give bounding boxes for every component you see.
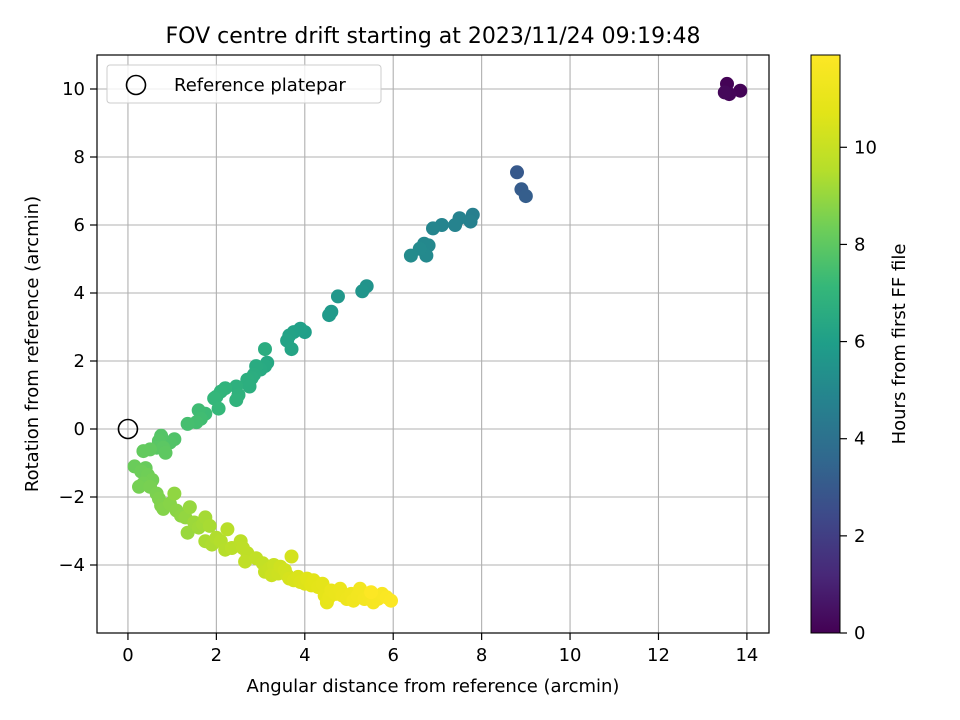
data-point — [448, 218, 463, 232]
data-point — [284, 342, 299, 357]
data-point — [322, 308, 337, 323]
legend-label: Reference platepar — [174, 75, 346, 96]
data-point — [229, 393, 244, 408]
x-tick-label: 10 — [559, 645, 582, 666]
legend-box — [106, 64, 382, 104]
x-tick-label: 6 — [387, 645, 398, 666]
colorbar-tick-label: 4 — [854, 429, 865, 450]
data-point — [330, 289, 345, 304]
chart-title: FOV centre drift starting at 2023/11/24 … — [166, 24, 701, 49]
y-tick-label: 2 — [74, 351, 85, 372]
data-point — [403, 248, 418, 263]
y-tick-label: 4 — [74, 283, 85, 304]
data-point — [733, 83, 748, 98]
legend-marker — [125, 74, 147, 96]
colorbar-label: Hours from first FF file — [889, 244, 910, 445]
axis-ticks: 0 2 4 6 8 10 12 14 −4 −2 0 2 4 6 8 10 — [58, 79, 758, 666]
data-point — [211, 401, 226, 416]
plot-frame — [96, 54, 770, 634]
data-point — [220, 522, 235, 537]
colorbar-tick-label: 6 — [854, 332, 865, 353]
y-axis-label: Rotation from reference (arcmin) — [22, 196, 43, 492]
colorbar-ticks: 0 2 4 6 8 10 — [840, 137, 877, 644]
x-tick-label: 12 — [647, 645, 670, 666]
data-point — [518, 189, 533, 204]
data-point — [136, 444, 151, 459]
data-point — [463, 214, 478, 229]
data-point — [202, 518, 217, 533]
data-point — [132, 479, 146, 494]
x-axis-label: Angular distance from reference (arcmin) — [247, 676, 620, 697]
legend: Reference platepar — [106, 64, 382, 104]
y-tick-label: 8 — [74, 147, 85, 168]
data-point — [426, 221, 440, 236]
data-point — [180, 416, 195, 431]
colorbar-tick-label: 2 — [854, 526, 865, 547]
x-tick-label: 4 — [299, 645, 310, 666]
data-point — [258, 342, 272, 357]
data-point — [284, 549, 299, 564]
data-point — [242, 379, 257, 394]
y-tick-label: 6 — [74, 215, 85, 236]
data-point — [364, 585, 379, 600]
x-tick-label: 8 — [476, 645, 487, 666]
colorbar-tick-label: 8 — [854, 234, 865, 255]
y-tick-label: 10 — [62, 79, 85, 100]
x-tick-label: 0 — [122, 645, 133, 666]
data-point — [384, 593, 398, 608]
y-tick-label: 0 — [74, 419, 85, 440]
data-point — [180, 525, 195, 540]
data-point — [238, 554, 253, 569]
data-points — [127, 76, 748, 610]
data-point — [355, 284, 370, 299]
plot-area — [97, 55, 769, 633]
reference-marker — [117, 418, 139, 440]
data-point — [182, 500, 197, 515]
data-point — [717, 85, 732, 100]
y-tick-label: −2 — [58, 487, 85, 508]
data-point — [158, 445, 173, 460]
x-tick-label: 2 — [211, 645, 222, 666]
colorbar-tick-label: 10 — [854, 137, 877, 158]
colorbar: 0 2 4 6 8 10 Hours from first FF file — [810, 54, 910, 644]
data-point — [510, 165, 524, 180]
x-tick-label: 14 — [735, 645, 758, 666]
y-tick-label: −4 — [58, 555, 85, 576]
data-point — [167, 486, 182, 501]
colorbar-tick-label: 0 — [854, 623, 865, 644]
colorbar-gradient — [810, 54, 841, 634]
